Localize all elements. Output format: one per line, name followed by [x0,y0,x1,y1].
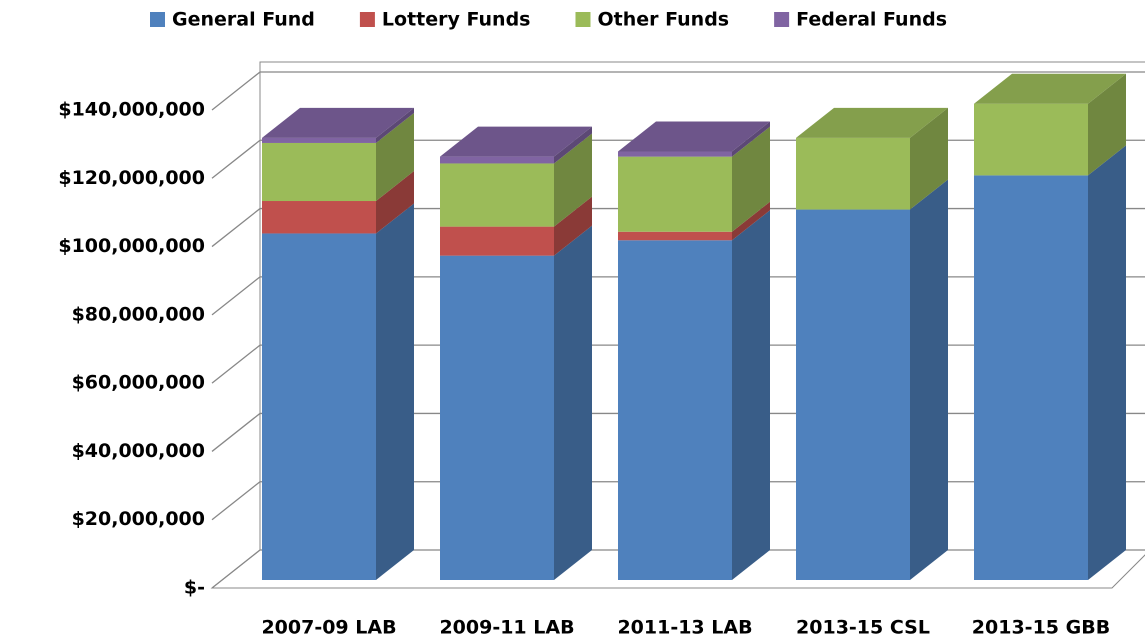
legend-swatch [150,12,165,27]
bar-top [440,126,592,157]
bar-segment [440,255,554,580]
bar-side [1088,145,1126,580]
legend-label: General Fund [172,9,315,31]
x-tick-label: 2007-09 LAB [261,617,396,639]
y-tick-label: $40,000,000 [72,440,205,462]
bar-segment [440,163,554,227]
bar-side [376,107,414,143]
legend-label: Other Funds [597,9,729,31]
y-tick-label: $100,000,000 [58,235,205,257]
bar-side [554,126,592,164]
bar-side [732,201,770,241]
y-tick-label: $120,000,000 [58,167,205,189]
y-tick-label: $- [184,577,205,599]
bar-side [910,107,948,210]
bar-segment [618,156,732,232]
x-tick-label: 2009-11 LAB [439,617,574,639]
bar-side [732,210,770,580]
legend-label: Lottery Funds [382,9,531,31]
x-tick-label: 2013-15 GBB [972,617,1110,639]
legend-swatch [575,12,591,27]
bar-side [910,179,948,581]
bar-segment [618,151,732,157]
bar-top [262,107,414,138]
bar-top [974,73,1126,104]
bar-side [732,121,770,157]
y-tick-label: $140,000,000 [58,99,205,121]
grid-line [211,71,1145,111]
bar-side [376,171,414,234]
legend-swatch [359,12,375,27]
bar-segment [618,231,732,241]
bar-segment [262,142,376,202]
bar-segment [974,103,1088,176]
bar-top [796,107,948,138]
bar-side [376,203,414,580]
bar-side [554,133,592,227]
bar-segment [796,137,910,210]
bar-segment [262,201,376,234]
bar-segment [262,233,376,580]
x-tick-label: 2013-15 CSL [796,617,930,639]
y-tick-label: $20,000,000 [72,508,205,530]
legend-label: Federal Funds [796,9,947,31]
x-tick-label: 2011-13 LAB [617,617,752,639]
bar-segment [974,175,1088,580]
bar-top [618,121,770,152]
bar-segment [618,240,732,580]
bar-segment [262,137,376,143]
bar-segment [440,226,554,256]
bar-side [732,126,770,232]
bar-side [1088,73,1126,176]
y-tick-label: $80,000,000 [72,303,205,325]
bar-side [554,225,592,580]
legend-swatch [774,12,790,27]
bar-segment [796,209,910,581]
y-tick-label: $60,000,000 [72,372,205,394]
bar-side [376,112,414,202]
bar-segment [440,156,554,164]
bar-side [554,196,592,256]
